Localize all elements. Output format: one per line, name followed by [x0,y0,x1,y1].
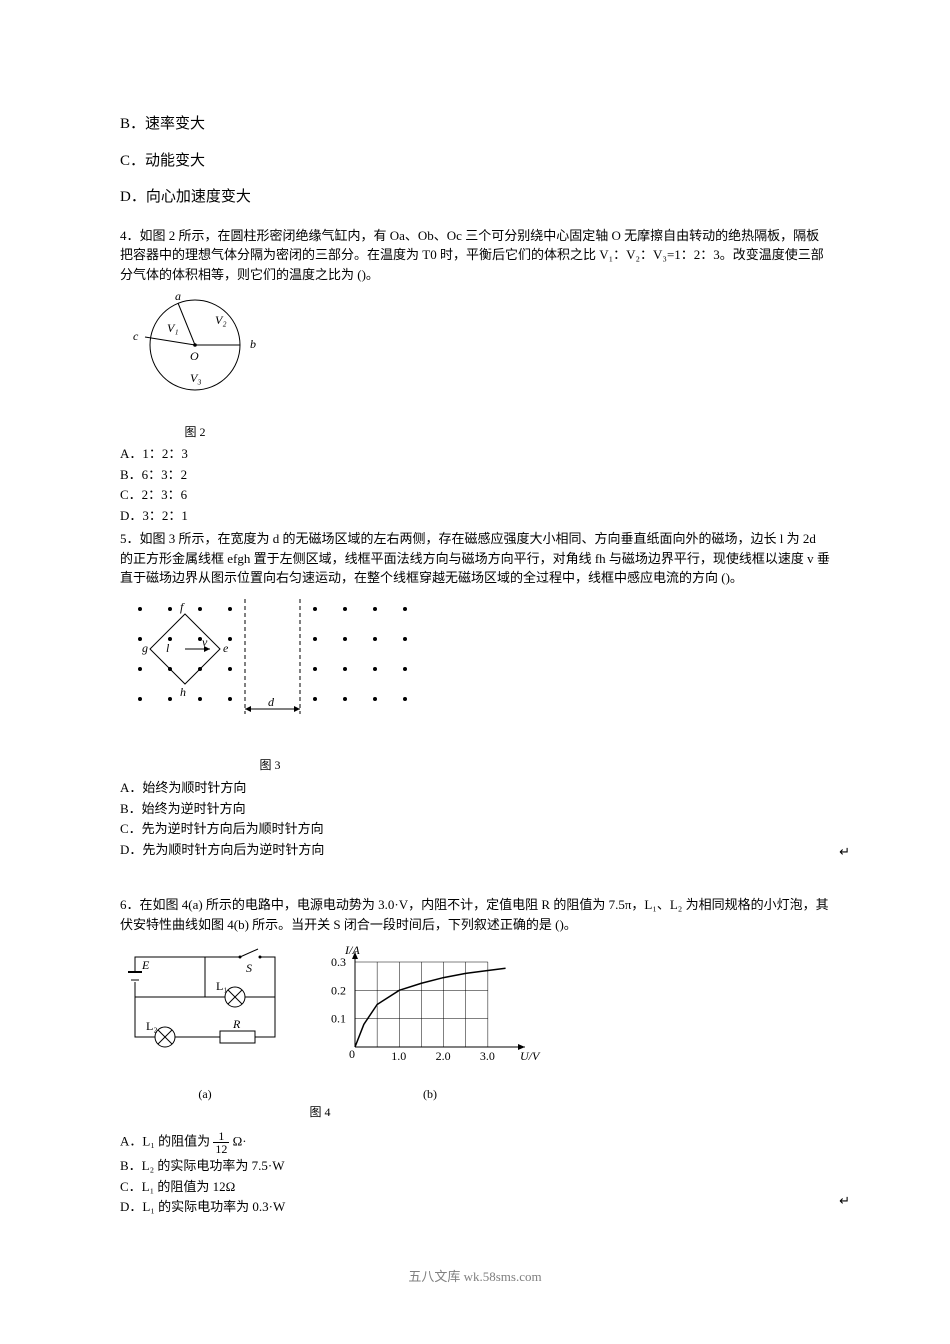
option-6b: B．L₂ 的实际电功率为 7.5·W [120,1156,830,1176]
option-3d: D．向心加速度变大 [120,183,830,212]
svg-text:d: d [268,695,275,709]
option-3b: B．速率变大 [120,110,830,139]
label-c: c [133,329,139,343]
label-v3: V₃ [190,371,202,385]
carriage-return-icon: ↵ [839,1189,850,1214]
svg-text:0.2: 0.2 [331,983,346,997]
carriage-return-icon: ↵ [839,840,850,865]
option-6a: A．L₁ 的阻值为 112 Ω· [120,1130,830,1155]
svg-text:3.0: 3.0 [480,1049,495,1063]
question-5-text: 5．如图 3 所示，在宽度为 d 的无磁场区域的左右两侧，存在磁感应强度大小相同… [120,529,830,588]
figure-3-label: 图 3 [120,754,420,777]
svg-text:v: v [202,635,208,649]
svg-text:l: l [166,641,170,655]
svg-text:I/A: I/A [344,943,360,957]
svg-text:S: S [246,961,252,975]
page-footer: 五八文库 wk.58sms.com [0,1265,950,1290]
svg-text:0: 0 [349,1047,355,1061]
figure-2-label: 图 2 [120,421,270,444]
option-5a: A．始终为顺时针方向 [120,778,830,798]
label-o: O [190,349,199,363]
option-4a: A．1：2：3 [120,444,830,464]
label-v1: V₁ [167,321,179,335]
svg-text:E: E [141,958,150,972]
svg-text:0.1: 0.1 [331,1012,346,1026]
figure-4a: E S L₁ L₂ R (a) [120,942,300,1105]
option-6c: C．L₁ 的阻值为 12Ω [120,1177,830,1197]
figure-4b: I/A U/V 0 1.0 2.0 3.0 0.1 0.2 0.3 (b) [315,942,545,1105]
figure-4a-label: (a) [120,1083,290,1106]
question-6-options: A．L₁ 的阻值为 112 Ω· B．L₂ 的实际电功率为 7.5·W C．L₁… [120,1130,830,1217]
figure-3: f g h e l v d 图 3 [120,594,830,777]
svg-text:1.0: 1.0 [391,1049,406,1063]
svg-text:e: e [223,641,229,655]
option-4c: C．2：3：6 [120,485,830,505]
label-b: b [250,337,256,351]
svg-text:0.3: 0.3 [331,955,346,969]
svg-text:L₁: L₁ [216,979,228,993]
question-6-text: 6．在如图 4(a) 所示的电路中，电源电动势为 3.0·V，内阻不计，定值电阻… [120,895,830,934]
option-3c: C．动能变大 [120,147,830,176]
question-4-text: 4．如图 2 所示，在圆柱形密闭绝缘气缸内，有 Oa、Ob、Oc 三个可分别绕中… [120,226,830,285]
option-5c: C．先为逆时针方向后为顺时针方向 [120,819,830,839]
question-4-options: A．1：2：3 B．6：3：2 C．2：3：6 D．3：2：1 [120,444,830,525]
figure-4b-label: (b) [315,1083,545,1106]
option-4b: B．6：3：2 [120,465,830,485]
option-4d: D．3：2：1 [120,506,830,526]
svg-text:2.0: 2.0 [436,1049,451,1063]
svg-text:R: R [232,1017,241,1031]
svg-text:g: g [142,641,148,655]
svg-text:h: h [180,685,186,699]
option-5b: B．始终为逆时针方向 [120,799,830,819]
svg-text:U/V: U/V [520,1049,541,1063]
question-5-options: A．始终为顺时针方向 B．始终为逆时针方向 C．先为逆时针方向后为顺时针方向 D… [120,778,830,859]
option-5d: D．先为顺时针方向后为逆时针方向 [120,840,830,860]
option-6d: D．L₁ 的实际电功率为 0.3·W [120,1197,830,1217]
figure-2: a b c V₁ V₂ V₃ O 图 2 [120,290,830,443]
label-v2: V₂ [215,313,227,327]
label-a: a [175,290,181,303]
svg-text:f: f [180,600,185,614]
svg-text:L₂: L₂ [146,1019,158,1033]
